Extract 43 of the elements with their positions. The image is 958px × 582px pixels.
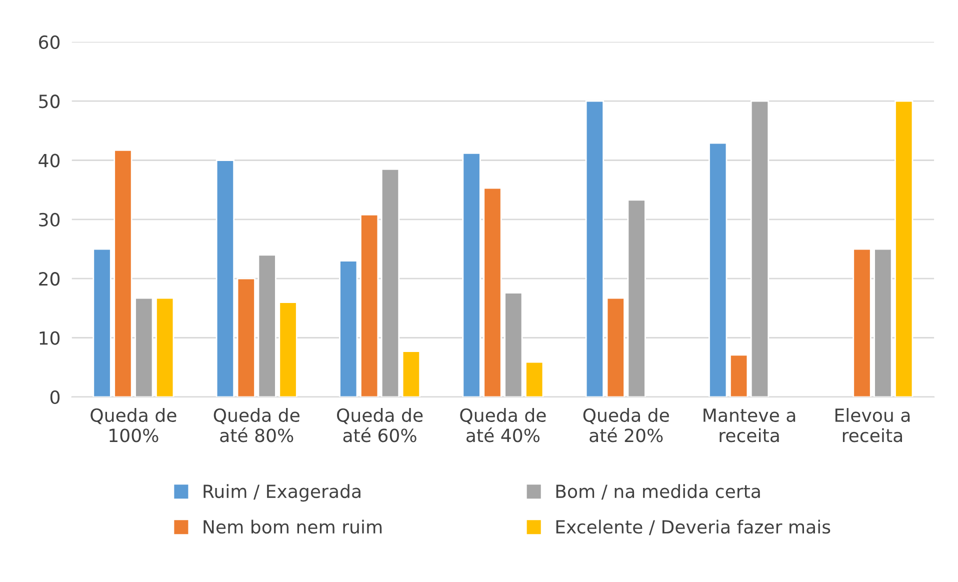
bar (504, 292, 523, 397)
bar (585, 100, 604, 397)
bar (92, 248, 112, 397)
bar (627, 199, 646, 397)
bar (730, 354, 748, 397)
bar (708, 142, 728, 397)
x-tick-label: Queda de até 60% (336, 408, 423, 442)
legend-label: Bom / na medida certa (556, 484, 760, 500)
bar (462, 152, 481, 397)
bar (852, 248, 872, 397)
bar (894, 100, 914, 397)
bar (258, 254, 276, 397)
bar (402, 350, 421, 397)
x-tick-label: Queda de até 20% (583, 408, 669, 442)
y-tick-label: 40 (38, 154, 60, 168)
x-tick-label: Queda de 100% (90, 408, 176, 442)
bar (483, 187, 502, 397)
bar (339, 260, 358, 397)
bar (525, 361, 544, 397)
bar (750, 100, 770, 397)
y-tick-label: 60 (39, 35, 60, 50)
bar (134, 297, 154, 397)
bar (380, 168, 400, 397)
y-tick-label: 30 (39, 212, 60, 227)
bar (114, 149, 132, 397)
bar (216, 160, 235, 397)
y-tick-label: 10 (40, 331, 60, 345)
bar (236, 278, 256, 397)
bar (874, 248, 892, 397)
x-tick-label: Queda de até 40% (460, 408, 546, 442)
x-tick-label: Manteve a receita (704, 408, 796, 442)
legend-label: Nem bom nem ruim (204, 520, 382, 534)
bar (606, 297, 625, 397)
legend-label: Ruim / Exagerada (204, 484, 360, 502)
legend-label: Excelente / Deveria fazer mais (556, 520, 830, 536)
x-tick-label: Queda de até 80% (214, 408, 300, 442)
y-tick-label: 50 (39, 94, 60, 108)
x-tick-label: Elevou a receita (835, 408, 910, 442)
bar (360, 214, 379, 397)
y-tick-label: 0 (50, 390, 60, 404)
bar (156, 297, 174, 397)
bar (278, 302, 298, 397)
y-tick-label: 20 (39, 272, 60, 286)
